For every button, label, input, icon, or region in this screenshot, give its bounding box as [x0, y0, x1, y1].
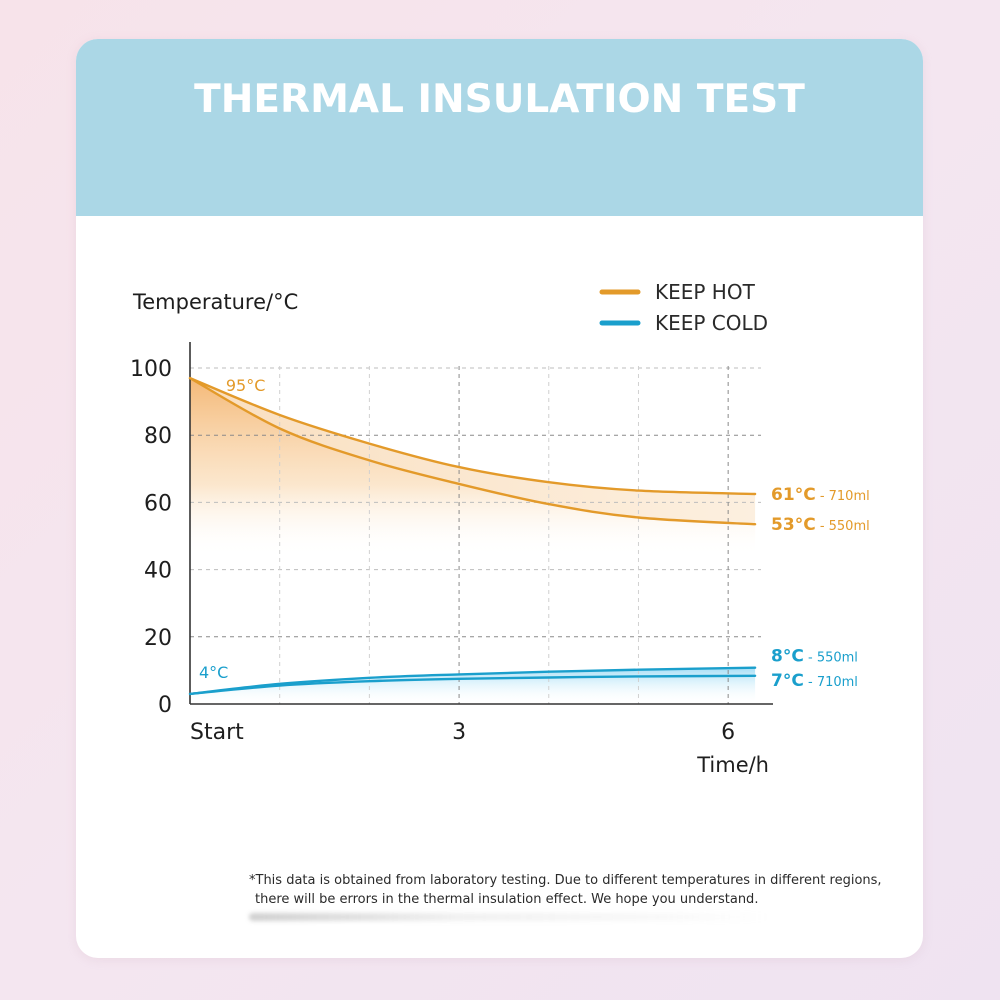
y-axis-title: Temperature/°C [132, 290, 298, 314]
series-line-hot-0 [188, 376, 757, 496]
series-end-label: 53°C - 550ml [771, 515, 870, 535]
card-header [76, 39, 923, 216]
series-line-cold-3 [188, 674, 757, 696]
series-end-label: 7°C - 710ml [771, 671, 858, 691]
legend-label: KEEP HOT [655, 280, 756, 304]
annotation-label: 4°C [199, 663, 228, 682]
x-axis-title: Time/h [696, 753, 769, 777]
y-tick-label: 0 [158, 693, 172, 718]
y-tick-label: 40 [144, 559, 172, 584]
series-line-cold-2 [188, 666, 757, 696]
x-tick-label: 6 [721, 720, 735, 745]
chart-card: THERMAL INSULATION TEST 0 20 40 60 80 100 Star… [76, 39, 923, 958]
y-tick-label: 80 [144, 424, 172, 449]
series-end-label: 8°C - 550ml [771, 647, 858, 667]
y-tick-label: 20 [144, 626, 172, 651]
axes: 0 20 40 60 80 100 Start 3 6 Temperature/°C Time/h [130, 290, 773, 777]
series-end-label: 61°C - 710ml [771, 485, 870, 505]
series-line-hot-1 [188, 376, 757, 526]
x-tick-label: 3 [452, 720, 466, 745]
blurred-text [249, 913, 769, 921]
hot-band-fill [190, 378, 756, 525]
legend: KEEP HOT KEEP COLD [599, 280, 768, 335]
chart-title: THERMAL INSULATION TEST [194, 77, 805, 122]
y-tick-label: 60 [144, 491, 172, 516]
footnote: *This data is obtained from laboratory t… [249, 871, 909, 909]
footnote-line-1: *This data is obtained from laboratory t… [249, 873, 882, 888]
footnote-line-2: there will be errors in the thermal insu… [255, 892, 759, 907]
x-tick-label: Start [190, 720, 244, 745]
grid-lines [190, 366, 761, 704]
y-tick-label: 100 [130, 357, 172, 382]
hot-area-fill [190, 378, 756, 557]
annotation-label: 95°C [226, 376, 266, 395]
legend-label: KEEP COLD [655, 311, 768, 335]
